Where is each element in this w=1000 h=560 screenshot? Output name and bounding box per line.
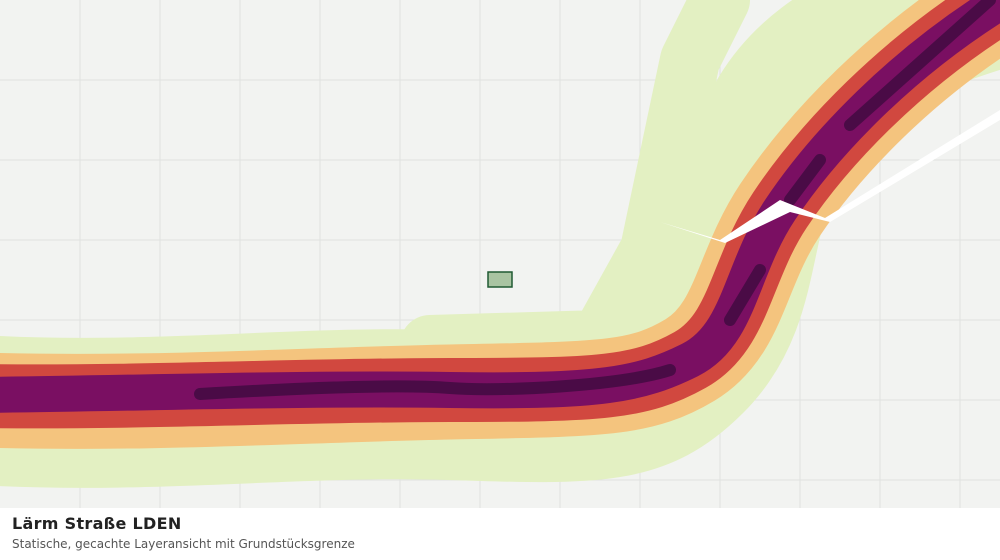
noise-band-low [400, 0, 750, 375]
caption: Lärm Straße LDEN Statische, gecachte Lay… [0, 508, 1000, 560]
layer-title: Lärm Straße LDEN [12, 514, 182, 533]
noise-band-extreme [194, 0, 996, 400]
data-gap [660, 110, 1000, 243]
noise-bands [0, 0, 1000, 488]
parcel-boundary[interactable] [487, 271, 513, 288]
map [0, 0, 1000, 508]
layer-subtitle: Statische, gecachte Layeransicht mit Gru… [12, 537, 355, 551]
